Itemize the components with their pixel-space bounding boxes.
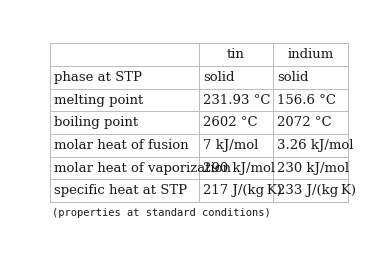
Text: tin: tin: [227, 48, 245, 61]
Text: 217 J/(kg K): 217 J/(kg K): [203, 184, 282, 197]
Text: 3.26 kJ/mol: 3.26 kJ/mol: [277, 139, 354, 152]
Text: melting point: melting point: [54, 94, 143, 106]
Text: 156.6 °C: 156.6 °C: [277, 94, 336, 106]
Text: 290 kJ/mol: 290 kJ/mol: [203, 162, 275, 175]
Text: 231.93 °C: 231.93 °C: [203, 94, 270, 106]
Text: molar heat of fusion: molar heat of fusion: [54, 139, 189, 152]
Text: solid: solid: [203, 71, 234, 84]
Text: solid: solid: [277, 71, 309, 84]
Text: indium: indium: [288, 48, 334, 61]
Text: 2072 °C: 2072 °C: [277, 116, 332, 129]
Text: phase at STP: phase at STP: [54, 71, 142, 84]
Text: 230 kJ/mol: 230 kJ/mol: [277, 162, 349, 175]
Text: (properties at standard conditions): (properties at standard conditions): [52, 208, 270, 218]
Text: boiling point: boiling point: [54, 116, 138, 129]
Text: 7 kJ/mol: 7 kJ/mol: [203, 139, 258, 152]
Text: 233 J/(kg K): 233 J/(kg K): [277, 184, 356, 197]
Text: specific heat at STP: specific heat at STP: [54, 184, 187, 197]
Text: 2602 °C: 2602 °C: [203, 116, 257, 129]
Text: molar heat of vaporization: molar heat of vaporization: [54, 162, 231, 175]
